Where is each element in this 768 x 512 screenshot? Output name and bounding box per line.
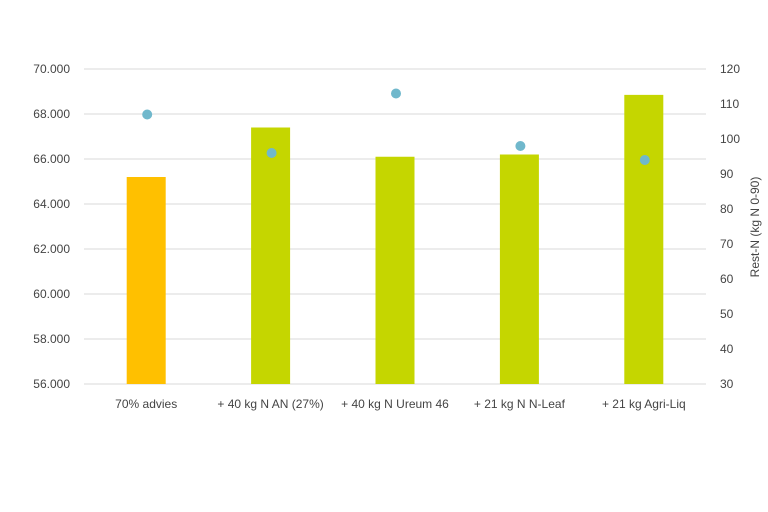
right-tick-label: 120: [720, 62, 740, 76]
bar: [499, 154, 539, 384]
category-label: 70% advies: [115, 397, 177, 411]
left-tick-label: 66.000: [33, 152, 70, 166]
right-tick-label: 90: [720, 167, 734, 181]
rest-n-point: [639, 155, 650, 165]
left-tick-label: 60.000: [33, 287, 70, 301]
right-tick-label: 80: [720, 202, 734, 216]
right-tick-label: 110: [720, 97, 739, 111]
bar: [624, 94, 664, 384]
right-tick-label: 40: [720, 342, 734, 356]
left-axis-ticks: 56.000 58.000 60.000 62.000 64.000 66.000 68.0…: [33, 62, 70, 391]
category-label: + 40 kg N Ureum 46: [341, 397, 449, 411]
category-labels: 70% advies + 40 kg N AN (27%) + 40 kg N Ur…: [115, 397, 685, 411]
left-tick-label: 56.000: [33, 377, 70, 391]
rest-n-point: [391, 88, 401, 99]
left-tick-label: 58.000: [33, 332, 70, 346]
right-tick-label: 60: [720, 272, 734, 286]
rest-n-points: [142, 88, 650, 165]
rest-n-point: [515, 141, 526, 151]
right-tick-label: 50: [720, 307, 734, 321]
bar: [126, 177, 166, 384]
right-tick-label: 70: [720, 237, 734, 251]
bars: [126, 94, 664, 384]
left-tick-label: 70.000: [33, 62, 70, 76]
left-tick-label: 62.000: [33, 242, 70, 256]
right-axis-ticks: 30 40 50 60 70 80 90 100 110 120: [720, 62, 740, 391]
category-label: + 40 kg N AN (27%): [217, 397, 323, 411]
left-tick-label: 64.000: [33, 197, 70, 211]
left-tick-label: 68.000: [33, 107, 70, 121]
category-label: + 21 kg N N-Leaf: [474, 397, 566, 411]
right-tick-label: 100: [720, 132, 740, 146]
bar: [375, 156, 415, 384]
bar: [251, 127, 291, 384]
rest-n-point: [142, 109, 153, 120]
right-tick-label: 30: [720, 377, 734, 391]
rest-n-point: [266, 148, 277, 158]
category-label: + 21 kg Agri-Liq: [602, 397, 686, 411]
right-axis-label: Rest-N (kg N 0-90): [748, 177, 762, 278]
